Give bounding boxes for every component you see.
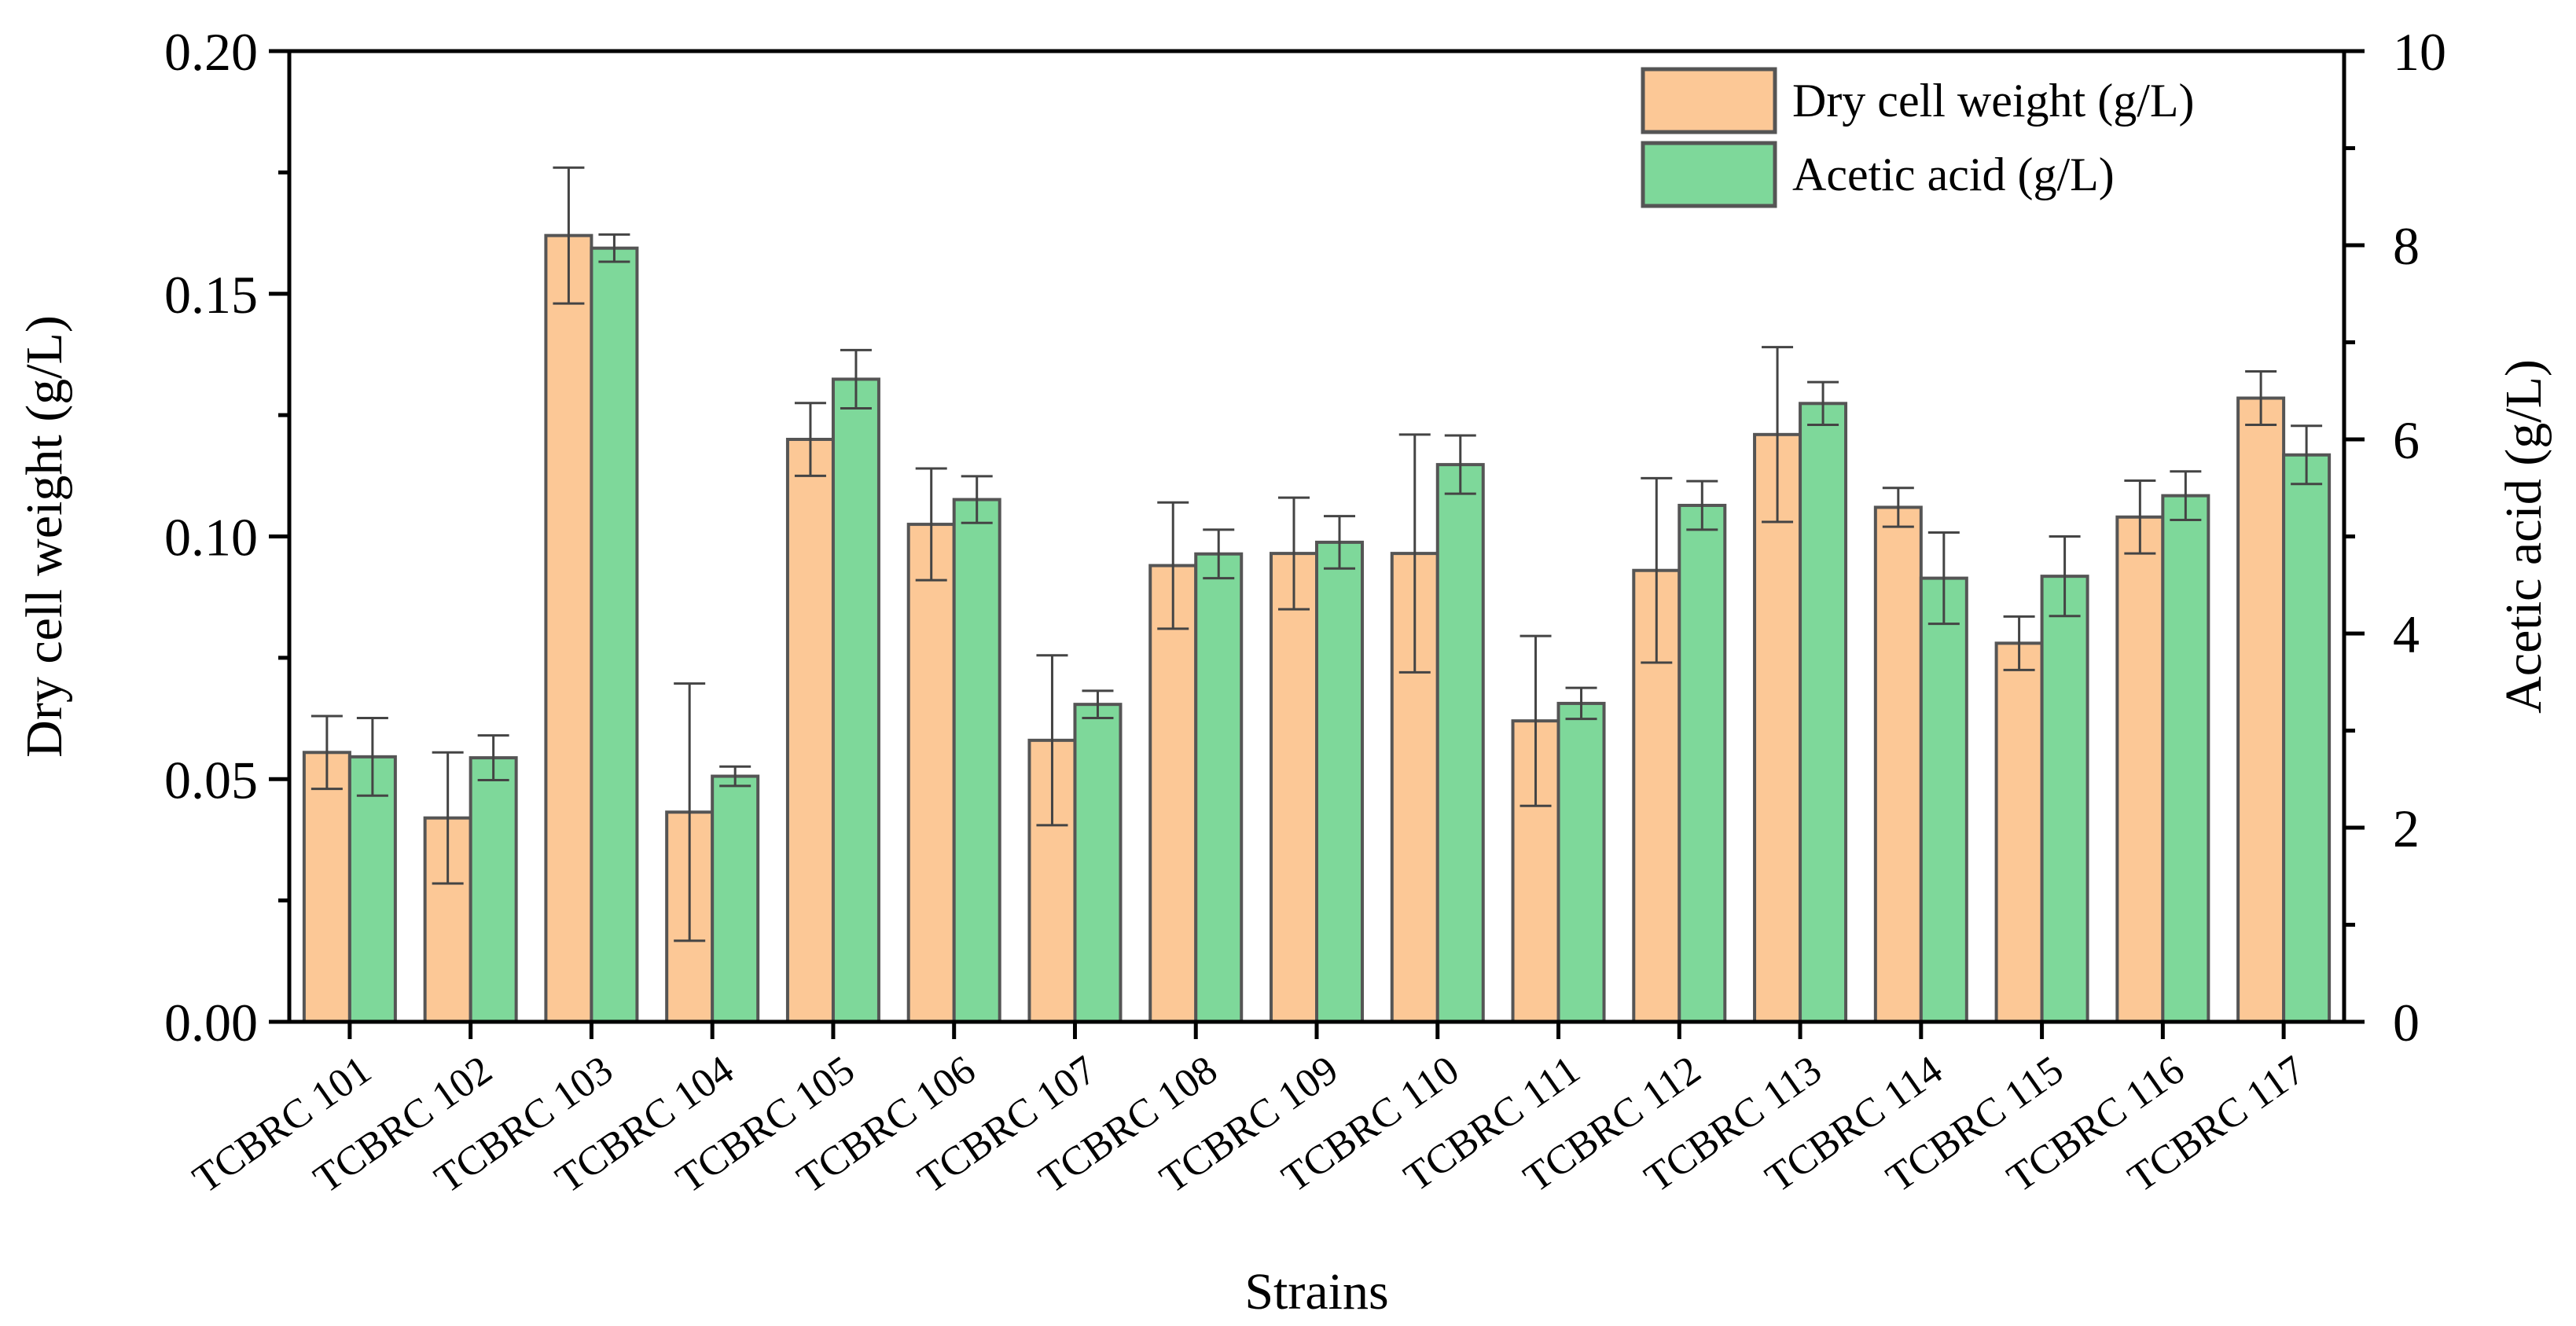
bar-acetic-acid — [952, 498, 1001, 1023]
bar-dry-cell-weight — [302, 751, 351, 1023]
y-tick-label-right: 6 — [2393, 410, 2420, 470]
bar-acetic-acid — [1919, 576, 1968, 1023]
legend-label-dry-cell-weight: Dry cell weight (g/L) — [1792, 75, 2195, 127]
bar-dry-cell-weight — [2115, 515, 2165, 1023]
bar-dry-cell-weight — [1873, 505, 1923, 1023]
y-axis-title-right: Acetic acid (g/L) — [2495, 359, 2552, 714]
legend-swatch-acetic-acid — [1641, 141, 1777, 208]
bar-acetic-acid — [1678, 503, 1727, 1023]
x-axis-title: Strains — [1244, 1263, 1388, 1320]
bar-acetic-acid — [2040, 575, 2089, 1023]
y-tick-label-left: 0.20 — [164, 22, 258, 82]
y-tick-label-left: 0.10 — [164, 508, 258, 567]
y-tick-label-right: 2 — [2393, 799, 2420, 858]
bar-acetic-acid — [1435, 463, 1485, 1023]
bar-dry-cell-weight — [544, 233, 593, 1023]
bar-acetic-acid — [1315, 540, 1364, 1023]
bar-acetic-acid — [2161, 494, 2210, 1023]
y-tick-label-left: 0.00 — [164, 993, 258, 1052]
bar-dry-cell-weight — [1753, 432, 1802, 1023]
y-axis-title-left: Dry cell weight (g/L) — [16, 315, 73, 758]
bar-dry-cell-weight — [785, 438, 835, 1023]
y-tick-label-right: 10 — [2393, 22, 2446, 82]
legend-swatch-dry-cell-weight — [1641, 67, 1777, 134]
bar-acetic-acid — [590, 246, 639, 1023]
bar-acetic-acid — [831, 377, 880, 1023]
bar-acetic-acid — [1799, 402, 1848, 1023]
y-tick-label-left: 0.15 — [164, 265, 258, 325]
bar-dry-cell-weight — [1148, 564, 1198, 1023]
bar-dry-cell-weight — [2236, 396, 2286, 1023]
y-tick-label-right: 4 — [2393, 604, 2420, 664]
bar-acetic-acid — [2282, 453, 2332, 1023]
y-tick-label-right: 0 — [2393, 993, 2420, 1052]
legend-label-acetic-acid: Acetic acid (g/L) — [1792, 149, 2115, 200]
bar-dry-cell-weight — [1994, 641, 2044, 1023]
bar-acetic-acid — [711, 774, 760, 1023]
bar-acetic-acid — [1073, 703, 1123, 1024]
bar-acetic-acid — [469, 756, 518, 1024]
legend: Dry cell weight (g/L) Acetic acid (g/L) — [1641, 67, 2195, 208]
y-tick-label-right: 8 — [2393, 216, 2420, 276]
y-tick-label-left: 0.05 — [164, 750, 258, 810]
bar-acetic-acid — [1194, 552, 1244, 1023]
bar-dry-cell-weight — [1270, 552, 1318, 1023]
bar-acetic-acid — [347, 755, 397, 1023]
bar-dry-cell-weight — [906, 523, 956, 1023]
bar-acetic-acid — [1556, 701, 1606, 1023]
